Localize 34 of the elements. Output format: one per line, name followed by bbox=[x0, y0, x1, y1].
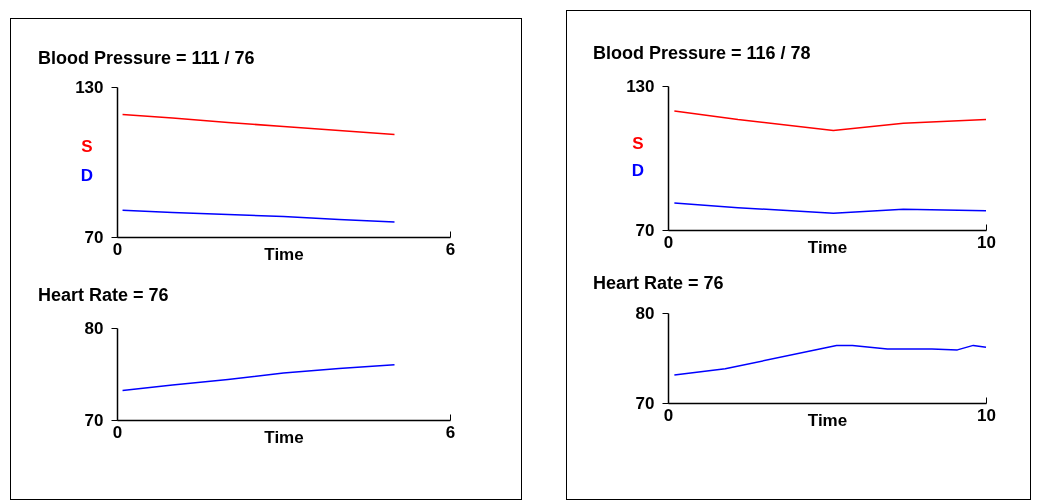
x-tick-label: 6 bbox=[445, 422, 456, 442]
x-tick-label: 0 bbox=[112, 239, 123, 259]
x-tick-label: 0 bbox=[663, 232, 674, 252]
line-series bbox=[121, 113, 396, 136]
text: D bbox=[80, 165, 94, 185]
chart-title: Heart Rate = 76 bbox=[593, 273, 724, 293]
x-tick-label: 0 bbox=[663, 405, 674, 425]
line-series bbox=[121, 364, 396, 392]
y-tick-label: 80 bbox=[84, 318, 104, 338]
x-tick-label: 10 bbox=[977, 405, 996, 425]
y-tick-label: 80 bbox=[635, 303, 655, 323]
x-axis-title: Time bbox=[807, 410, 848, 430]
y-tick-label: 70 bbox=[84, 227, 104, 247]
chart-title: Heart Rate = 76 bbox=[38, 285, 169, 305]
y-tick-label: 130 bbox=[626, 76, 655, 96]
y-tick-label: 70 bbox=[635, 393, 655, 413]
chart-title: Blood Pressure = 111 / 76 bbox=[38, 48, 255, 68]
x-axis-title: Time bbox=[264, 427, 304, 447]
text: D bbox=[631, 160, 645, 180]
y-tick-label: 130 bbox=[75, 77, 104, 97]
line-series bbox=[673, 110, 987, 132]
x-tick-label: 10 bbox=[977, 232, 996, 252]
x-axis-title: Time bbox=[807, 237, 848, 257]
x-tick-label: 0 bbox=[112, 422, 123, 442]
text: S bbox=[81, 137, 93, 156]
y-tick-label: 70 bbox=[635, 220, 655, 240]
chart-title: Blood Pressure = 116 / 78 bbox=[593, 43, 811, 63]
x-axis-title: Time bbox=[264, 244, 304, 264]
line-series bbox=[673, 344, 987, 376]
line-series bbox=[673, 202, 987, 214]
line-series bbox=[121, 209, 396, 223]
text: S bbox=[632, 133, 644, 153]
x-tick-label: 6 bbox=[445, 239, 456, 259]
y-tick-label: 70 bbox=[84, 410, 104, 430]
